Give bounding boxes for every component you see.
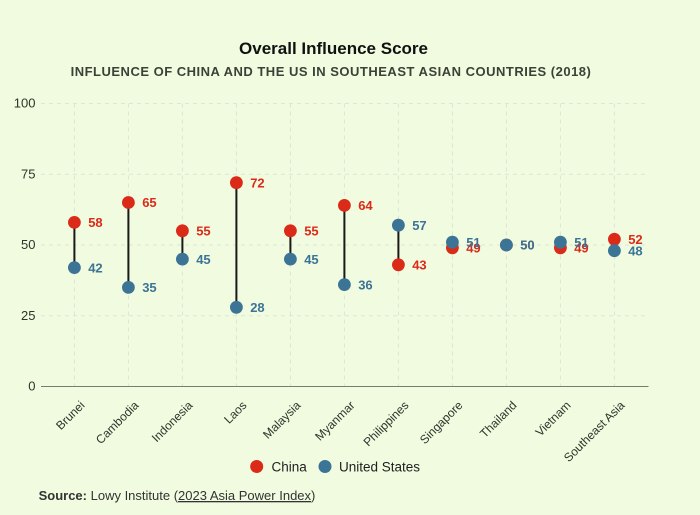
- svg-text:64: 64: [358, 198, 373, 213]
- svg-text:25: 25: [21, 308, 35, 323]
- svg-text:China: China: [272, 460, 308, 475]
- svg-text:57: 57: [412, 218, 426, 233]
- svg-text:INFLUENCE OF CHINA AND THE US: INFLUENCE OF CHINA AND THE US IN SOUTHEA…: [71, 64, 592, 79]
- svg-text:45: 45: [196, 252, 210, 267]
- svg-text:51: 51: [574, 235, 588, 250]
- svg-text:49: 49: [466, 241, 480, 256]
- svg-text:45: 45: [304, 252, 318, 267]
- svg-text:48: 48: [628, 243, 642, 258]
- svg-text:Source: Lowy Institute (2023 A: Source: Lowy Institute (2023 Asia Power …: [39, 488, 316, 503]
- svg-text:72: 72: [250, 175, 264, 190]
- svg-text:Overall Influence Score: Overall Influence Score: [239, 39, 428, 58]
- svg-text:36: 36: [358, 277, 372, 292]
- svg-text:49: 49: [574, 241, 588, 256]
- svg-text:58: 58: [88, 215, 102, 230]
- svg-text:0: 0: [28, 379, 35, 394]
- svg-text:52: 52: [628, 232, 642, 247]
- svg-text:28: 28: [250, 300, 264, 315]
- svg-text:75: 75: [21, 167, 35, 182]
- svg-text:51: 51: [466, 235, 480, 250]
- svg-text:55: 55: [196, 224, 210, 239]
- svg-text:50: 50: [520, 238, 534, 253]
- svg-text:100: 100: [14, 96, 36, 111]
- svg-text:43: 43: [412, 258, 426, 273]
- svg-text:50: 50: [21, 237, 35, 252]
- svg-text:35: 35: [142, 280, 156, 295]
- svg-text:55: 55: [304, 224, 318, 239]
- svg-text:42: 42: [88, 260, 102, 275]
- svg-text:50: 50: [520, 238, 534, 253]
- svg-text:65: 65: [142, 195, 156, 210]
- svg-text:United States: United States: [339, 460, 420, 475]
